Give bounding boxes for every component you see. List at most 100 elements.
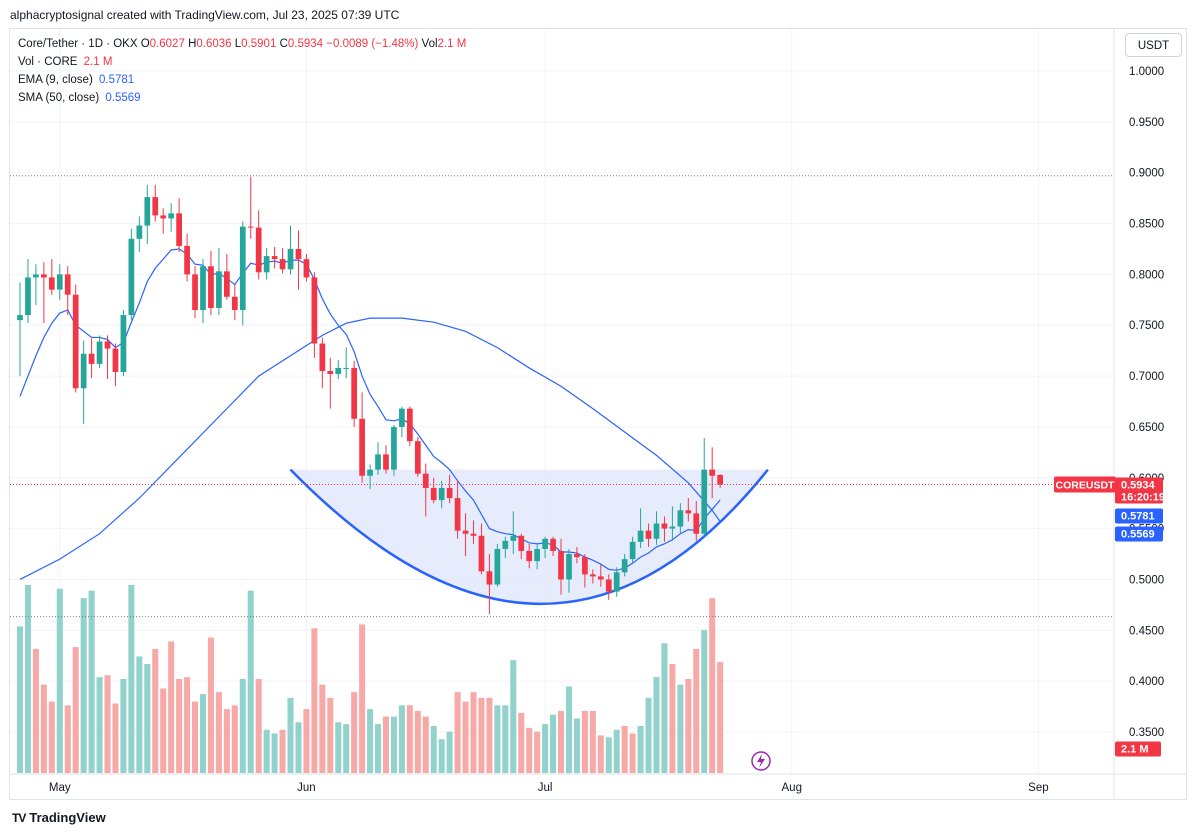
volume-bar bbox=[240, 679, 246, 773]
volume-badge-text: 2.1 M bbox=[1121, 744, 1149, 756]
volume-bar bbox=[614, 730, 620, 773]
ema-legend-row[interactable]: EMA (9, close) 0.5781 bbox=[18, 71, 466, 89]
volume-bar bbox=[526, 728, 532, 773]
candle-body bbox=[216, 271, 222, 308]
candle-body bbox=[471, 534, 477, 536]
ema-badge-text: 0.5781 bbox=[1121, 511, 1155, 523]
volume-bar bbox=[160, 688, 166, 773]
candle-body bbox=[598, 576, 604, 579]
candle-body bbox=[176, 213, 182, 246]
symbol-label: Core/Tether · 1D · OKX bbox=[18, 38, 138, 50]
volume-legend-row[interactable]: Vol · CORE 2.1 M bbox=[18, 53, 466, 71]
candle-body bbox=[312, 277, 318, 343]
candle-body bbox=[73, 295, 79, 389]
candle-body bbox=[463, 531, 469, 534]
volume-bar bbox=[494, 705, 500, 773]
candle-body bbox=[192, 274, 198, 310]
ohlc-legend-row[interactable]: Core/Tether · 1D · OKX O0.6027 H0.6036 L… bbox=[18, 35, 466, 53]
x-tick-label: Jul bbox=[538, 782, 553, 794]
ema-value: 0.5781 bbox=[99, 74, 134, 86]
candle-body bbox=[343, 368, 349, 369]
candle-body bbox=[654, 524, 660, 539]
volume-bar bbox=[383, 717, 389, 773]
volume-bar bbox=[343, 724, 349, 773]
volume-bar bbox=[128, 585, 134, 773]
volume-bar bbox=[280, 730, 286, 773]
symbol-tag-text: COREUSDT bbox=[1056, 479, 1116, 491]
tradingview-footer[interactable]: TV TradingView bbox=[12, 810, 106, 825]
volume-bar bbox=[81, 598, 87, 773]
volume-bar bbox=[391, 717, 397, 773]
volume-bar bbox=[367, 709, 373, 773]
candle-body bbox=[630, 542, 636, 559]
candle-body bbox=[41, 274, 47, 277]
vol-value: 2.1 M bbox=[438, 38, 467, 50]
volume-bar bbox=[89, 591, 95, 773]
volume-bar bbox=[669, 664, 675, 773]
candle-body bbox=[479, 536, 485, 572]
candle-body bbox=[638, 531, 644, 542]
x-tick-label: May bbox=[49, 782, 71, 794]
candle-body bbox=[272, 256, 278, 259]
candle-body bbox=[33, 274, 39, 277]
volume-indicator-value: 2.1 M bbox=[84, 56, 113, 68]
volume-bar bbox=[478, 698, 484, 773]
candle-body bbox=[280, 259, 286, 269]
candle-body bbox=[487, 571, 493, 584]
y-tick-label: 0.4500 bbox=[1129, 625, 1164, 637]
candle-body bbox=[264, 256, 270, 272]
volume-bar bbox=[256, 679, 262, 773]
candle-body bbox=[518, 536, 524, 551]
ema-label: EMA (9, close) bbox=[18, 74, 93, 86]
candle-body bbox=[17, 315, 23, 320]
volume-bar bbox=[208, 638, 214, 773]
volume-bar bbox=[423, 717, 429, 773]
candle-body bbox=[431, 488, 437, 500]
volume-bar bbox=[486, 698, 492, 773]
candle-body bbox=[375, 454, 381, 469]
volume-bar bbox=[558, 711, 564, 773]
volume-bar bbox=[359, 624, 365, 773]
candle-body bbox=[383, 454, 389, 469]
close-value: 0.5934 bbox=[288, 38, 323, 50]
volume-bar bbox=[502, 705, 508, 773]
volume-bar bbox=[112, 703, 118, 773]
ema-badge: 0.5781 bbox=[1115, 509, 1163, 524]
volume-bar bbox=[184, 677, 190, 773]
close-label: C bbox=[280, 38, 288, 50]
tradingview-logo-icon: TV bbox=[12, 811, 25, 825]
candle-body bbox=[65, 274, 71, 294]
y-tick-label: 1.0000 bbox=[1129, 66, 1164, 78]
candle-body bbox=[327, 371, 333, 374]
candle-body bbox=[606, 579, 612, 591]
volume-bar bbox=[152, 649, 158, 773]
candle-body bbox=[256, 228, 262, 273]
volume-bar bbox=[104, 675, 110, 773]
x-tick-label: Sep bbox=[1028, 782, 1048, 794]
volume-bar bbox=[582, 711, 588, 773]
volume-bar bbox=[168, 641, 174, 773]
candle-body bbox=[662, 524, 668, 529]
change-value: −0.0089 (−1.48%) bbox=[326, 38, 418, 50]
candle-body bbox=[319, 344, 325, 371]
volume-bar bbox=[144, 664, 150, 773]
volume-bar bbox=[574, 718, 580, 773]
high-value: 0.6036 bbox=[196, 38, 231, 50]
candle-body bbox=[717, 475, 723, 484]
volume-bar bbox=[677, 685, 683, 773]
volume-bar bbox=[399, 705, 405, 773]
candle-body bbox=[105, 342, 111, 349]
candle-body bbox=[288, 249, 294, 269]
candle-body bbox=[423, 474, 429, 488]
volume-bar bbox=[693, 649, 699, 773]
candle-body bbox=[57, 274, 63, 289]
candle-body bbox=[566, 554, 572, 579]
candle-body bbox=[399, 409, 405, 427]
candlestick-chart[interactable]: 1.00000.95000.90000.85000.80000.75000.70… bbox=[0, 0, 1195, 836]
volume-bar bbox=[335, 722, 341, 773]
candle-body bbox=[160, 215, 166, 218]
candle-body bbox=[240, 227, 246, 310]
volume-bar bbox=[407, 705, 413, 773]
sma-legend-row[interactable]: SMA (50, close) 0.5569 bbox=[18, 89, 466, 107]
volume-bar bbox=[415, 711, 421, 773]
